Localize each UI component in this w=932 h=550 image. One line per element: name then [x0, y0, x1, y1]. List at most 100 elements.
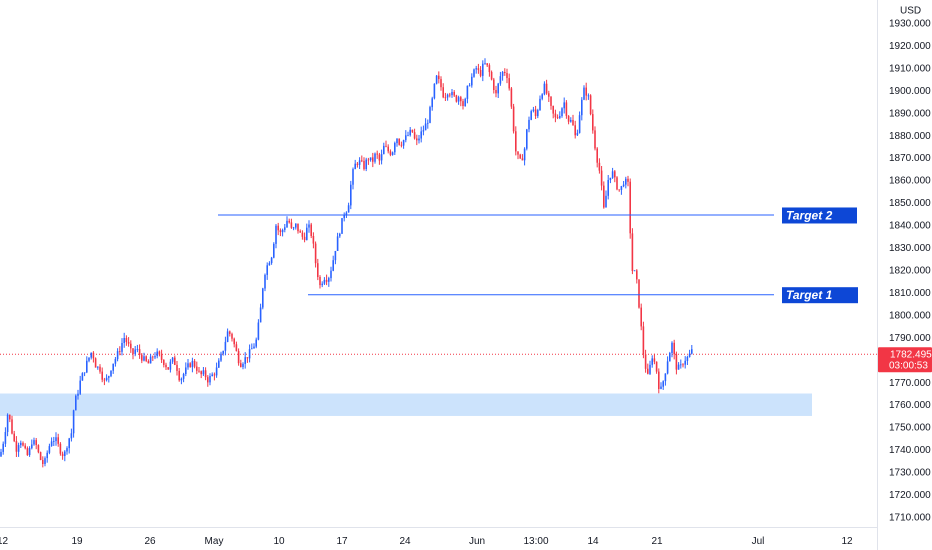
- candle-body: [218, 360, 220, 368]
- candle-body: [691, 349, 693, 354]
- candle-body: [418, 138, 420, 141]
- candle-body: [308, 224, 310, 228]
- candle-body: [488, 65, 491, 73]
- candle-body: [387, 146, 389, 152]
- candle-body: [677, 364, 680, 370]
- candle-body: [567, 115, 570, 122]
- candle-body: [235, 344, 238, 352]
- candle-body: [0, 451, 2, 457]
- target-lines-layer: [218, 214, 774, 296]
- candle-body: [343, 215, 345, 219]
- candle-body: [248, 349, 251, 359]
- candle-body: [640, 307, 642, 327]
- candle-body: [528, 119, 530, 130]
- candle-body: [490, 72, 493, 80]
- candle-body: [262, 288, 264, 308]
- candle-body: [383, 145, 385, 155]
- candle-body: [13, 433, 15, 442]
- candle-body: [306, 227, 308, 240]
- y-tick-label: 1850.000: [889, 198, 931, 209]
- candle-body: [607, 180, 609, 196]
- candle-body: [435, 75, 438, 84]
- candle-body: [350, 184, 352, 206]
- candle-body: [169, 361, 172, 370]
- candle-body: [20, 442, 22, 446]
- candle-body: [103, 379, 106, 381]
- y-tick-label: 1920.000: [889, 41, 931, 52]
- candle-body: [455, 95, 458, 102]
- candle-body: [288, 220, 290, 223]
- candle-body: [6, 414, 9, 432]
- candle-body: [264, 274, 266, 289]
- candle-body: [215, 367, 218, 376]
- candle-body: [554, 113, 557, 118]
- candle-body: [396, 138, 398, 144]
- candle-body: [515, 131, 517, 152]
- candle-body: [394, 143, 396, 153]
- candle-body: [53, 441, 55, 442]
- candle-body: [462, 101, 464, 106]
- candle-body: [149, 356, 152, 364]
- candle-body: [28, 448, 31, 455]
- candle-body: [596, 148, 598, 163]
- x-tick-label: Jul: [752, 536, 765, 547]
- x-tick-label: 13:00: [523, 536, 548, 547]
- candle-body: [207, 377, 209, 383]
- candle-body: [167, 367, 169, 370]
- candle-body: [292, 227, 295, 229]
- candle-body: [473, 69, 475, 77]
- candle-body: [314, 243, 317, 264]
- candle-body: [105, 377, 108, 381]
- candle-body: [55, 437, 57, 442]
- candle-body: [297, 223, 299, 232]
- candle-body: [110, 370, 112, 377]
- candle-body: [380, 154, 383, 161]
- candle-body: [33, 440, 35, 445]
- candle-body: [317, 263, 319, 277]
- y-tick-label: 1760.000: [889, 400, 931, 411]
- candle-body: [174, 357, 176, 365]
- x-tick-label: Jun: [469, 536, 485, 547]
- candle-body: [680, 364, 682, 366]
- candle-body: [539, 98, 541, 111]
- candle-body: [501, 72, 504, 77]
- candle-body: [556, 117, 559, 118]
- candle-body: [600, 170, 603, 186]
- candle-body: [429, 107, 431, 123]
- candle-body: [72, 410, 75, 434]
- candle-body: [79, 380, 81, 394]
- candle-body: [532, 109, 535, 112]
- y-tick-label: 1880.000: [889, 131, 931, 142]
- candle-body: [255, 339, 257, 347]
- y-tick-label: 1730.000: [889, 468, 931, 479]
- candle-body: [237, 351, 240, 364]
- candle-body: [66, 448, 68, 452]
- candle-body: [270, 257, 273, 263]
- candle-body: [572, 120, 574, 126]
- candle-body: [182, 374, 185, 379]
- candle-body: [446, 94, 449, 98]
- y-tick-label: 1740.000: [889, 445, 931, 456]
- candle-body: [537, 110, 539, 117]
- candle-body: [246, 357, 249, 359]
- candle-body: [512, 106, 515, 132]
- candle-body: [647, 368, 649, 374]
- candle-body: [583, 87, 585, 100]
- x-tick-label: 14: [587, 536, 599, 547]
- candle-body: [92, 352, 95, 359]
- candle-body: [398, 138, 400, 145]
- candle-body: [682, 364, 684, 366]
- x-tick-label: May: [205, 536, 224, 547]
- candle-body: [354, 163, 356, 170]
- candle-body: [376, 153, 378, 155]
- candle-body: [633, 270, 636, 272]
- candle-body: [209, 376, 211, 383]
- candle-body: [323, 279, 326, 284]
- candle-body: [345, 212, 348, 216]
- candle-body: [475, 68, 477, 70]
- candle-body: [409, 129, 411, 136]
- candle-body: [299, 231, 301, 233]
- y-tick-label: 1750.000: [889, 423, 931, 434]
- candle-body: [138, 349, 141, 355]
